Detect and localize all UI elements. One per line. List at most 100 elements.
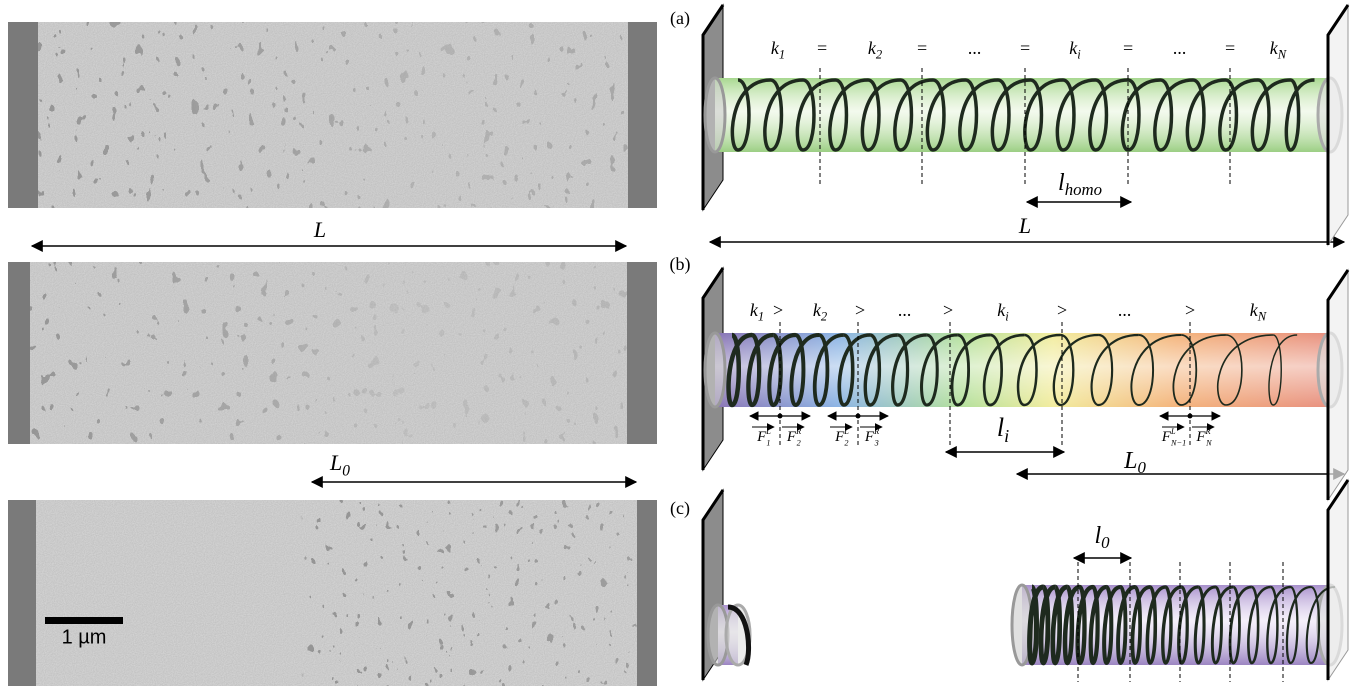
spring-coil — [1027, 584, 1045, 666]
spring-coil — [893, 78, 934, 152]
right-wall — [1326, 3, 1350, 247]
spring-coil — [1250, 78, 1291, 152]
label-base: k — [813, 300, 822, 320]
spring-coil — [730, 78, 771, 152]
spring-label: kN — [1270, 38, 1287, 61]
spring-coil — [1023, 78, 1064, 152]
length-label: L0 — [1123, 448, 1146, 478]
label-base: F — [1161, 429, 1172, 445]
label-sub: 0 — [342, 462, 350, 479]
force-point — [777, 413, 783, 419]
micrograph-bottom — [8, 500, 657, 686]
label-sub: N — [1205, 438, 1212, 447]
label-base: k — [1069, 38, 1078, 58]
label-base: F — [864, 429, 875, 445]
panel-label: (a) — [670, 8, 690, 29]
spring-coil — [1218, 78, 1259, 152]
label-base: F — [756, 429, 767, 445]
spring-coil — [1185, 78, 1226, 152]
spring-coil — [958, 78, 999, 152]
label-base: L — [329, 450, 342, 475]
label-base: F — [834, 429, 845, 445]
spring-label: k2 — [868, 38, 883, 61]
label-sub: N — [1257, 309, 1267, 323]
segment-label: lhomo — [1058, 170, 1102, 200]
spring-fragment — [727, 604, 751, 666]
spring-coil — [1062, 584, 1081, 666]
force-label: FR N — [1195, 427, 1212, 447]
wall-edge — [1326, 479, 1350, 680]
spring-coil — [837, 333, 871, 407]
spring-coil — [1055, 78, 1096, 152]
spring-coil — [1216, 334, 1274, 406]
spring-coil — [828, 78, 869, 152]
wall-edge — [701, 4, 725, 210]
length-label: L — [313, 217, 326, 242]
spring-coil — [789, 333, 820, 407]
tube-end — [703, 76, 727, 154]
label-sub: N — [1277, 47, 1287, 61]
spring-coil — [763, 78, 804, 152]
label-sub: 3 — [874, 438, 879, 447]
panel-label: (c) — [670, 498, 690, 519]
wall-edge — [701, 267, 725, 470]
right-wall — [1326, 268, 1350, 502]
spring-label: k1 — [750, 300, 764, 323]
force-label: FL 2 — [834, 427, 849, 447]
spring-coil — [1090, 333, 1139, 407]
spring-label: = — [1019, 38, 1031, 58]
label-base: k — [750, 300, 759, 320]
force-label: FR 2 — [786, 427, 801, 447]
label-sup: L — [765, 427, 771, 436]
spring-coil — [1102, 584, 1122, 666]
spring-coil — [1177, 585, 1199, 665]
label-base: k — [868, 38, 877, 58]
scale-bar — [45, 617, 123, 624]
spring-coil — [1153, 78, 1194, 152]
label-base: k — [1270, 38, 1279, 58]
spring-coil — [1075, 584, 1094, 666]
spring-coil — [925, 78, 966, 152]
spring-coil — [1116, 585, 1136, 665]
spring-coil — [1266, 585, 1291, 665]
label-sub: 1 — [766, 438, 770, 447]
spring-coil — [1016, 333, 1061, 407]
spring-label: k2 — [813, 300, 828, 323]
spring — [1027, 584, 1336, 666]
spring-coil — [1172, 334, 1226, 406]
wall-edge — [1326, 4, 1350, 245]
spring-label: ... — [898, 300, 912, 320]
spring-coil — [1088, 584, 1108, 666]
label-sup: L — [843, 427, 849, 436]
spring-label: k1 — [771, 38, 785, 61]
force-point — [1187, 413, 1193, 419]
spring-label: > — [772, 300, 784, 320]
spring-coil — [1145, 585, 1167, 665]
label-sub: i — [1004, 426, 1009, 446]
spring-label: ... — [1173, 38, 1187, 58]
tube — [706, 603, 752, 667]
spring-label: = — [816, 38, 828, 58]
label-base: k — [1250, 300, 1259, 320]
force-point — [855, 413, 861, 419]
label-sup: L — [1170, 427, 1176, 436]
spring-coil — [1088, 78, 1129, 152]
scale-label: 1 µm — [62, 626, 107, 648]
label-base: l — [1094, 523, 1101, 549]
force-label: FR 3 — [864, 427, 879, 447]
force-label: FL N−1 — [1161, 427, 1186, 447]
spring-coil — [1305, 585, 1336, 665]
length-label: L — [1018, 213, 1031, 238]
spring-label: > — [1056, 300, 1068, 320]
spring-coil — [950, 333, 991, 407]
label-sub: homo — [1065, 180, 1102, 199]
spring-label: kN — [1250, 300, 1267, 323]
spring-coil — [891, 333, 928, 407]
spring-coil — [863, 333, 898, 407]
spring-coil — [1161, 585, 1183, 665]
spring-coil — [1210, 585, 1234, 665]
spring-label: ... — [1118, 300, 1132, 320]
label-base: l — [1058, 170, 1065, 196]
wall-edge — [701, 489, 725, 680]
